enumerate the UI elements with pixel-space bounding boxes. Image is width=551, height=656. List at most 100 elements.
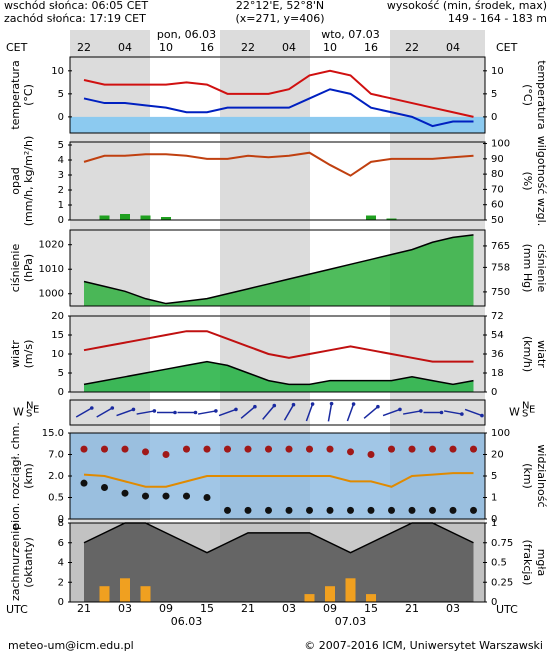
tick-label: 0: [58, 387, 64, 398]
email: meteo-um@icm.edu.pl: [8, 639, 134, 652]
wind-arrow: [262, 405, 275, 420]
tick-label: 18: [491, 368, 504, 379]
hour-label: 16: [200, 41, 214, 54]
bar: [120, 214, 130, 220]
tick-label: 2: [58, 577, 64, 588]
wind-arrow-head: [419, 409, 423, 413]
y-label: wiatr: [9, 340, 22, 368]
dot: [183, 492, 190, 500]
dot: [203, 445, 211, 453]
compass: E: [33, 405, 39, 416]
dot: [285, 506, 293, 514]
compass: N: [26, 401, 33, 412]
y-label: (mm/h, kg/m²/h): [22, 136, 35, 227]
bar: [386, 218, 397, 220]
y-label: pion. rozciągł. chm.: [9, 422, 22, 530]
compass: S: [522, 409, 528, 420]
wind-arrow: [305, 403, 314, 422]
tick-label: 60: [491, 200, 504, 211]
below-zero: [70, 116, 485, 133]
dot: [142, 492, 149, 500]
bar: [304, 594, 315, 602]
sunset: zachód słońca: 17:19 CET: [4, 12, 146, 25]
panel: [69, 56, 486, 134]
hour-label: 03: [118, 602, 132, 615]
tick-label: 1000: [39, 289, 64, 300]
hour-label: 03: [282, 602, 296, 615]
tick-label: 50: [491, 215, 504, 226]
wind-arrow: [283, 404, 295, 421]
day-label: pon, 06.03: [157, 28, 216, 41]
panel: [69, 229, 486, 307]
tick-label: 20: [491, 450, 504, 461]
wind-arrow-head: [480, 413, 484, 418]
wind-arrow: [116, 408, 134, 417]
tick-label: 0.5: [48, 493, 64, 504]
y-label: (m/s): [22, 340, 35, 369]
tick-label: 0: [58, 514, 64, 525]
dot: [142, 448, 149, 456]
tick-label: 1010: [39, 264, 64, 275]
dot: [449, 445, 457, 453]
tick-label: 5: [58, 89, 64, 100]
dot: [101, 445, 108, 453]
dot: [470, 445, 477, 453]
coords: 22°12'E, 52°8'N: [236, 0, 324, 12]
tick-label: 0: [58, 112, 64, 123]
tick-label: 4: [58, 155, 64, 166]
copyright: © 2007-2016 ICM, Uniwersytet Warszawski: [304, 639, 543, 652]
dot: [80, 479, 88, 487]
wind-arrow-head: [310, 402, 315, 406]
tick-label: 10: [51, 349, 64, 360]
wind-arrow: [136, 410, 155, 415]
bar: [325, 586, 335, 602]
hour-label: 15: [200, 602, 214, 615]
dot: [326, 506, 334, 514]
tick-label: 2.0: [48, 471, 64, 482]
wind-arrow-head: [253, 404, 257, 409]
tick-label: 1: [491, 493, 497, 504]
dot: [367, 506, 375, 514]
wind-arrow-head: [131, 407, 136, 412]
tick-label: 5: [491, 89, 497, 100]
hour-label: 22: [405, 41, 419, 54]
y2-label: wilgotność wzgl.: [535, 136, 548, 226]
tick-label: 1020: [39, 240, 64, 251]
tick-label: 3: [58, 170, 64, 181]
elevation: 149 - 164 - 183 m: [448, 12, 547, 25]
y-label: temperatura: [9, 60, 22, 129]
series-line: [83, 88, 474, 128]
elevation-title: wysokość (min, środek, max): [387, 0, 547, 12]
dot: [470, 506, 477, 514]
wind-arrow: [218, 408, 237, 417]
tick-label: 4: [58, 558, 64, 569]
series-line: [83, 522, 474, 554]
bar: [345, 578, 356, 602]
utc-label: UTC: [496, 603, 518, 616]
bar: [99, 215, 110, 220]
tick-label: 0: [58, 215, 64, 226]
dot: [429, 506, 436, 514]
sunrise: wschód słońca: 06:05 CET: [4, 0, 148, 12]
tick-label: 20: [51, 311, 64, 322]
hour-label: 03: [446, 602, 460, 615]
dot: [306, 506, 313, 514]
day-label: 06.03: [171, 615, 203, 628]
bar: [161, 217, 171, 220]
tick-label: 2: [58, 185, 64, 196]
wind-arrow: [444, 410, 462, 415]
y2-label: (km): [521, 463, 534, 489]
tick-label: 0: [58, 597, 64, 608]
tick-label: 70: [491, 184, 504, 195]
dot: [244, 506, 252, 514]
tick-label: 0.5: [491, 558, 507, 569]
dot: [265, 506, 272, 514]
wind-arrow-head: [291, 402, 296, 407]
dot: [285, 445, 293, 453]
tick-label: 0.25: [491, 577, 513, 588]
wind-arrow-head: [460, 412, 464, 416]
wind-arrow-head: [376, 404, 380, 409]
series-line: [83, 472, 474, 488]
y2-label: wiatr: [535, 340, 548, 368]
bar: [140, 215, 151, 220]
